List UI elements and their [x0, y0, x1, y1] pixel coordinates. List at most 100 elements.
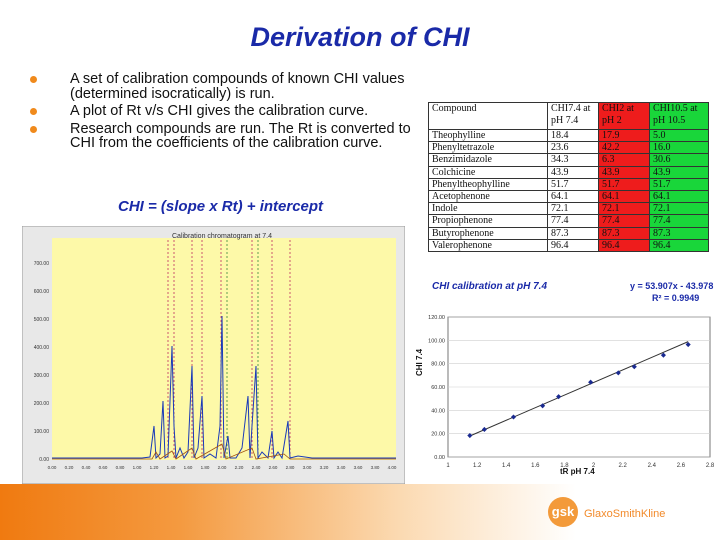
- table-cell: Butyrophenone: [428, 226, 548, 240]
- table-header: CHI10.5 at pH 10.5: [649, 102, 709, 130]
- chromatogram-x-tick: 2.80: [286, 465, 295, 470]
- calibration-x-tick: 2.2: [618, 463, 627, 469]
- table-cell: 64.1: [547, 189, 599, 204]
- calibration-table: Compound CHI7.4 at pH 7.4 CHI2 at pH 2 C…: [428, 102, 709, 252]
- table-cell: 77.4: [598, 214, 650, 228]
- bullet-dot-icon: [30, 125, 37, 133]
- bullet-dot-icon: [30, 76, 37, 83]
- table-cell: 87.3: [649, 226, 709, 240]
- regression-r2: R² = 0.9949: [652, 293, 700, 303]
- table-header: Compound: [428, 102, 548, 130]
- chromatogram-y-tick: 100.00: [34, 429, 50, 435]
- calibration-x-tick: 2: [592, 463, 596, 469]
- table-cell: 43.9: [547, 165, 599, 179]
- calibration-x-tick: 1.6: [531, 463, 540, 469]
- chromatogram-x-tick: 1.60: [184, 465, 193, 470]
- table-row: Phenyltheophylline 51.7 51.7 51.7: [428, 177, 709, 191]
- table-cell: 51.7: [547, 177, 599, 191]
- table-cell: Phenyltetrazole: [428, 141, 548, 155]
- table-cell: 96.4: [649, 238, 709, 252]
- chromatogram-x-tick: 0.40: [82, 465, 91, 470]
- bullet-item: Research compounds are run. The Rt is co…: [28, 120, 413, 151]
- chromatogram-x-tick: 0.60: [99, 465, 108, 470]
- chromatogram-x-tick: 1.80: [201, 465, 210, 470]
- bullet-dot-icon: [30, 108, 37, 115]
- chromatogram-x-tick: 4.00: [388, 465, 397, 470]
- table-cell: Acetophenone: [428, 189, 548, 204]
- table-cell: 77.4: [547, 214, 599, 228]
- chromatogram-markers: [167, 240, 291, 460]
- table-cell: Valerophenone: [428, 238, 548, 252]
- chromatogram-x-tick: 2.40: [252, 465, 261, 470]
- table-header: CHI2 at pH 2: [598, 102, 650, 130]
- table-row: Benzimidazole 34.3 6.3 30.6: [428, 153, 709, 167]
- table-row: Phenyltetrazole 23.6 42.2 16.0: [428, 141, 709, 155]
- calibration-x-tick: 1.2: [473, 463, 482, 469]
- footer-bar: [0, 484, 720, 540]
- chromatogram-x-tick: 3.80: [371, 465, 380, 470]
- company-name: GlaxoSmithKline: [584, 508, 666, 520]
- chromatogram-x-tick: 1.40: [167, 465, 176, 470]
- table-cell: Colchicine: [428, 165, 548, 179]
- table-cell: Indole: [428, 202, 548, 216]
- table-cell: 64.1: [649, 189, 709, 204]
- calibration-x-tick: 1.4: [502, 463, 511, 469]
- calibration-y-tick: 80.00: [431, 362, 445, 368]
- calibration-y-tick: 20.00: [431, 432, 445, 438]
- table-cell: 6.3: [598, 153, 650, 167]
- table-cell: 72.1: [649, 202, 709, 216]
- table-cell: 72.1: [598, 202, 650, 216]
- table-row: Acetophenone 64.1 64.1 64.1: [428, 189, 709, 204]
- table-cell: 30.6: [649, 153, 709, 167]
- calibration-trendline: [469, 341, 689, 437]
- table-cell: 87.3: [547, 226, 599, 240]
- calibration-y-tick: 60.00: [431, 385, 445, 391]
- calibration-y-tick: 100.00: [428, 338, 445, 344]
- table-row: Colchicine 43.9 43.9 43.9: [428, 165, 709, 179]
- data-point: [685, 341, 691, 348]
- chromatogram-x-tick: 1.00: [133, 465, 142, 470]
- table-cell: 96.4: [547, 238, 599, 252]
- chromatogram-trace-brown: [52, 443, 396, 460]
- table-cell: 16.0: [649, 141, 709, 155]
- calibration-x-tick: 1.8: [560, 463, 569, 469]
- chromatogram-title: Calibration chromatogram at 7.4: [172, 233, 272, 240]
- table-cell: 43.9: [598, 165, 650, 179]
- calibration-chart: CHI 7.4 0.0020.0040.0060.0080.00100.0012…: [415, 315, 714, 476]
- calibration-x-tick: 1: [446, 463, 450, 469]
- bullet-item: A set of calibration compounds of known …: [28, 72, 413, 101]
- table-row: Butyrophenone 87.3 87.3 87.3: [428, 226, 709, 240]
- table-cell: Benzimidazole: [428, 153, 548, 167]
- chi-formula: CHI = (slope x Rt) + intercept: [118, 198, 324, 215]
- calibration-label: CHI calibration at pH 7.4: [432, 281, 548, 292]
- table-cell: 34.3: [547, 153, 599, 167]
- gsk-logo-icon: gsk: [548, 497, 578, 527]
- table-row: Propiophenone 77.4 77.4 77.4: [428, 214, 709, 228]
- calibration-x-tick: 2.4: [648, 463, 657, 469]
- table-cell: 64.1: [598, 189, 650, 204]
- bullet-text: A plot of Rt v/s CHI gives the calibrati…: [70, 103, 369, 119]
- slide-title: Derivation of CHI: [250, 22, 470, 52]
- chromatogram-trace-blue: [52, 315, 396, 460]
- chromatogram-y-tick: 400.00: [34, 345, 50, 351]
- calibration-x-label: tR pH 7.4: [560, 467, 595, 476]
- table-row: Valerophenone 96.4 96.4 96.4: [428, 238, 709, 252]
- bullet-item: A plot of Rt v/s CHI gives the calibrati…: [28, 104, 413, 119]
- table-cell: 96.4: [598, 238, 650, 252]
- bullet-text: Research compounds are run. The Rt is co…: [70, 120, 411, 151]
- table-header-row: Compound CHI7.4 at pH 7.4 CHI2 at pH 2 C…: [428, 102, 709, 130]
- calibration-x-tick: 2.8: [706, 463, 714, 469]
- chromatogram-x-tick: 3.00: [303, 465, 312, 470]
- table-row: Indole 72.1 72.1 72.1: [428, 202, 709, 216]
- calibration-x-tick: 2.6: [677, 463, 686, 469]
- table-cell: 23.6: [547, 141, 599, 155]
- calibration-y-label: CHI 7.4: [415, 348, 424, 376]
- table-cell: 72.1: [547, 202, 599, 216]
- table-cell: 77.4: [649, 214, 709, 228]
- chromatogram-x-tick: 1.20: [150, 465, 159, 470]
- table-cell: Phenyltheophylline: [428, 177, 548, 191]
- data-point: [556, 394, 562, 400]
- chromatogram-x-tick: 3.60: [354, 465, 363, 470]
- table-cell: 18.4: [547, 128, 599, 143]
- chromatogram-x-tick: 2.20: [235, 465, 244, 470]
